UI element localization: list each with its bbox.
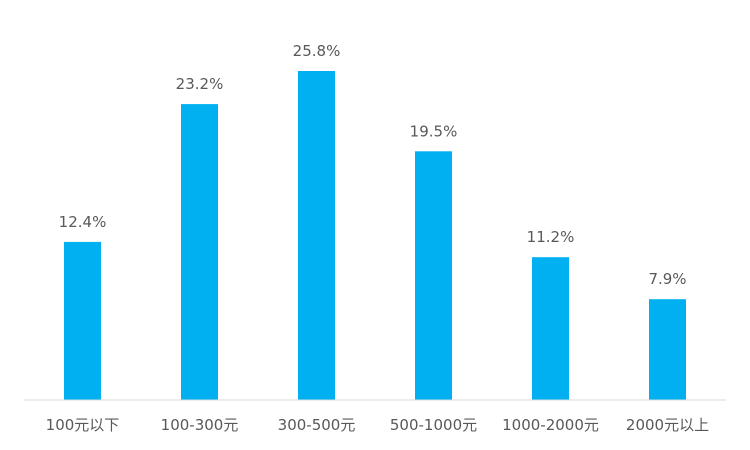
data-label-2: 25.8% — [293, 42, 341, 60]
x-tick-label-0: 100元以下 — [46, 416, 120, 434]
bar-0 — [64, 241, 101, 400]
bars-layer — [64, 71, 686, 400]
bar-4 — [532, 257, 569, 400]
x-tick-label-1: 100-300元 — [161, 416, 239, 434]
x-tick-label-2: 300-500元 — [278, 416, 356, 434]
bar-3 — [415, 151, 452, 400]
x-tick-label-3: 500-1000元 — [390, 416, 477, 434]
bar-2 — [298, 71, 335, 400]
data-labels-layer: 12.4% 23.2% 25.8% 19.5% 11.2% 7.9% — [59, 42, 687, 288]
data-label-0: 12.4% — [59, 213, 107, 231]
data-label-3: 19.5% — [410, 122, 458, 140]
x-tick-labels-layer: 100元以下 100-300元 300-500元 500-1000元 1000-2000… — [46, 416, 709, 434]
x-tick-label-4: 1000-2000元 — [502, 416, 599, 434]
x-tick-label-5: 2000元以上 — [626, 416, 709, 434]
data-label-1: 23.2% — [176, 75, 224, 93]
data-label-5: 7.9% — [648, 270, 686, 288]
bar-5 — [649, 299, 686, 400]
data-label-4: 11.2% — [527, 228, 575, 246]
bar-1 — [181, 104, 218, 400]
